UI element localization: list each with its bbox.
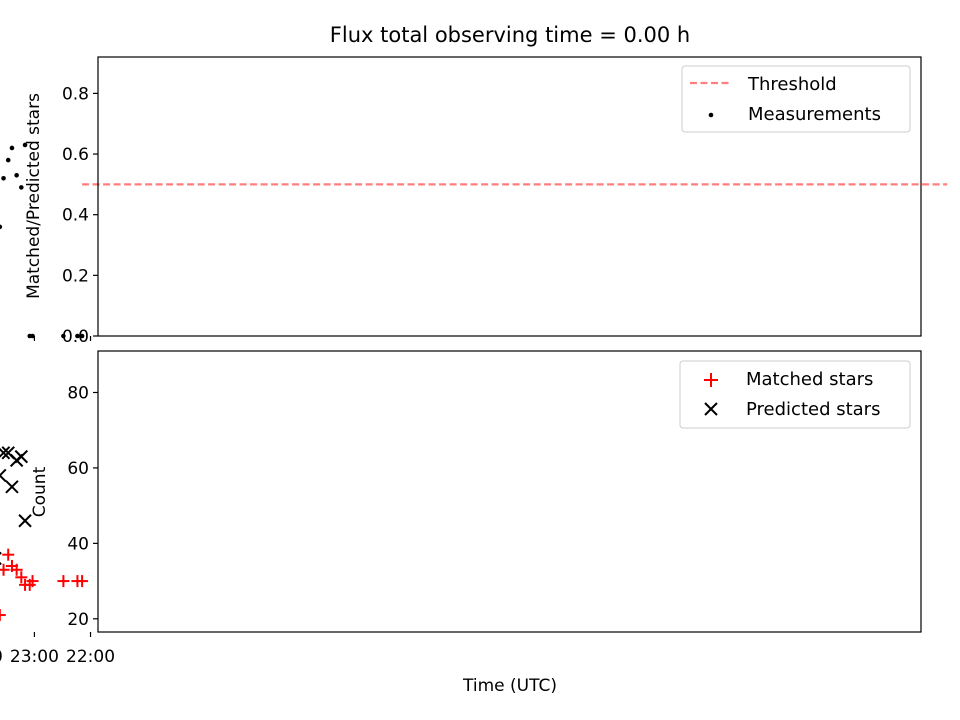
measurements-point	[79, 333, 85, 339]
measurements-point	[22, 142, 28, 148]
legend-measurements-swatch	[708, 112, 714, 118]
predicted-stars-point	[0, 468, 7, 483]
legend-predicted-label: Predicted stars	[746, 399, 880, 420]
matched-stars-point	[57, 575, 70, 588]
top-y-tick-label: 0.6	[62, 145, 89, 165]
matched-stars-point	[0, 563, 10, 576]
predicted-stars-point	[0, 446, 11, 460]
measurements-point	[61, 333, 66, 339]
measurements-point	[14, 172, 19, 178]
top-y-tick-label: 0.4	[62, 206, 89, 226]
measurements-point	[0, 224, 3, 230]
matched-stars-point	[5, 559, 18, 572]
measurements-point	[27, 333, 33, 339]
legend-matched-label: Matched stars	[746, 369, 873, 390]
bottom-y-tick-label: 20	[67, 610, 89, 630]
bottom-y-tick-label: 60	[67, 459, 89, 479]
measurements-point	[75, 333, 80, 339]
legend-predicted-swatch	[704, 402, 718, 416]
legend-threshold-label: Threshold	[747, 74, 837, 95]
bottom-y-axis-label: Count	[30, 466, 50, 517]
x-tick-label: 22:00	[66, 647, 115, 667]
matched-stars-point	[0, 609, 6, 622]
bottom-legend-box	[679, 360, 911, 429]
bottom-legend: Matched stars Predicted stars	[679, 360, 911, 429]
measurements-point	[5, 157, 11, 163]
bottom-axes-frame	[97, 350, 922, 633]
predicted-stars-point	[18, 514, 32, 528]
x-tick-label: 23:00	[10, 647, 59, 667]
bottom-y-tick-label: 40	[67, 534, 89, 554]
top-x-ticks	[33, 336, 92, 341]
predicted-stars-point	[5, 480, 19, 494]
top-y-tick-label: 0.0	[62, 327, 89, 347]
predicted-stars-point	[1, 446, 15, 460]
chart-title: Flux total observing time = 0.00 h	[330, 23, 690, 47]
legend-measurements-label: Measurements	[748, 104, 881, 125]
bottom-y-axis: 20 40 60 80	[67, 383, 98, 630]
matched-stars-point	[2, 548, 15, 561]
bottom-y-tick-label: 80	[67, 383, 89, 403]
top-legend-box	[681, 65, 911, 133]
measurements-point	[19, 185, 24, 190]
panel-top: Flux total observing time = 0.00 h 0.00.…	[0, 23, 948, 347]
legend-matched-swatch	[704, 373, 718, 387]
matched-stars-point	[71, 575, 84, 588]
measurements-point	[9, 145, 15, 151]
top-plot-content	[0, 142, 948, 339]
bottom-x-axis: 22:0023:0000:0001:0002:0003:0004:0005:00…	[0, 632, 115, 667]
top-y-tick-label: 0.2	[62, 266, 89, 286]
predicted-stars-point	[0, 551, 2, 566]
matched-stars-point	[15, 571, 28, 584]
measurements-point	[1, 176, 6, 181]
x-tick-label: 00:00	[0, 647, 3, 667]
top-y-tick-label: 0.8	[62, 84, 89, 104]
x-axis-label: Time (UTC)	[462, 676, 557, 696]
top-y-axis: 0.0 0.2 0.4 0.6 0.8	[62, 84, 98, 347]
top-axes-frame	[97, 56, 922, 337]
top-y-axis-label: Matched/Predicted stars	[24, 93, 44, 299]
top-legend: Threshold Measurements	[681, 65, 911, 133]
bottom-plot-content	[0, 446, 89, 622]
matched-stars-point	[19, 578, 32, 591]
